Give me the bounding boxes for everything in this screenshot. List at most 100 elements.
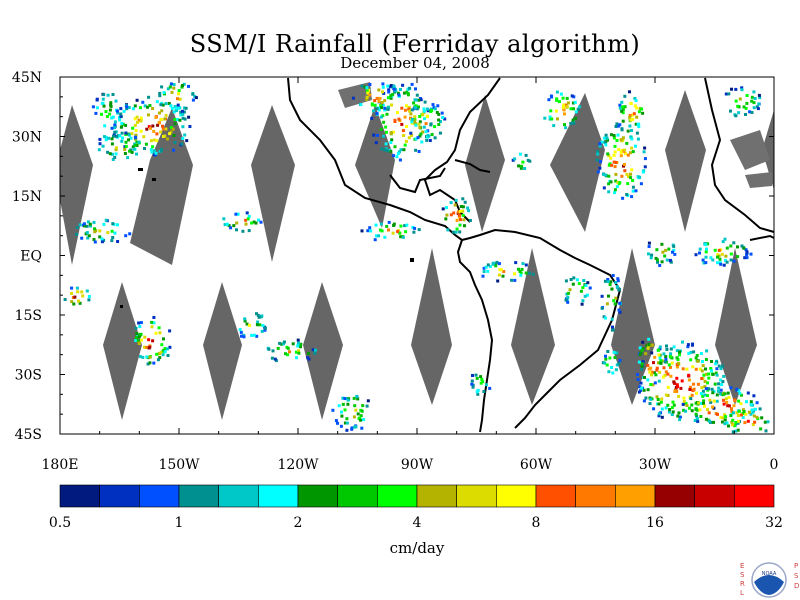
rain-pixel [643,157,647,161]
latitude-axis: 45N 30N 15N EQ 15S 30S 45S [12,70,774,443]
rain-pixel [726,391,730,395]
rain-pixel [482,390,486,393]
rain-pixel [362,418,366,422]
rain-pixel [672,248,676,252]
rain-pixel [638,353,642,356]
rain-pixel [609,156,613,160]
rain-pixel [374,234,378,238]
rain-pixel [339,424,343,428]
rain-pixel [110,126,114,130]
rain-pixel [385,224,389,228]
rain-pixel [759,427,763,431]
rain-pixel [374,223,378,227]
rain-pixel [623,169,627,173]
rain-pixel [697,401,701,405]
rain-pixel [687,378,691,382]
rain-pixel [155,352,159,356]
rain-pixel [120,121,124,125]
rain-pixel [134,129,138,132]
rain-pixel [619,154,623,158]
rain-pixel [98,229,102,233]
rain-pixel [392,154,396,158]
rain-pixel [519,271,523,275]
rain-pixel [345,417,349,421]
rain-pixel [702,401,705,405]
rain-pixel [164,127,168,131]
rain-pixel [151,124,155,128]
rain-pixel [753,97,757,100]
rain-pixel [649,383,653,386]
rain-pixel [658,370,662,374]
rain-pixel [685,367,689,371]
rain-pixel [657,379,661,383]
rain-pixel [612,299,616,303]
rain-pixel [124,131,128,135]
rain-pixel [350,427,354,431]
rain-pixel [603,361,607,365]
rain-pixel [640,107,644,111]
rain-pixel [137,118,141,122]
rain-pixel [675,376,679,380]
rain-pixel [740,244,744,248]
rain-pixel [637,390,641,394]
rain-pixel [612,134,616,137]
rain-pixel [394,89,398,93]
rain-pixel [173,118,177,121]
rain-pixel [602,186,606,190]
rain-pixel [731,430,735,434]
rain-pixel [413,106,417,110]
rain-pixel [114,148,118,152]
rain-pixel [110,239,114,243]
rain-pixel [307,357,311,361]
rain-pixel [690,393,694,397]
rain-pixel [191,92,195,96]
colorbar-unit: cm/day [390,539,445,557]
rain-pixel [135,115,139,119]
rain-pixel [163,347,167,350]
rain-pixel [152,361,156,365]
rain-pixel [600,306,604,310]
rain-pixel [458,215,461,219]
rain-pixel [558,100,561,104]
rain-pixel [629,135,633,139]
rain-pixel [647,245,651,248]
rain-pixel [757,102,761,106]
rain-pixel [688,385,692,389]
rain-pixel [116,240,120,243]
rain-pixel [125,107,129,111]
rain-pixel [414,123,418,127]
rain-pixel [748,110,752,114]
rain-pixel [692,350,696,354]
rain-pixel [600,140,604,144]
rain-pixel [695,417,699,421]
rain-pixel [484,383,488,387]
rain-pixel [137,341,141,345]
swath [762,110,774,190]
rain-pixel [449,213,453,217]
rain-pixel [384,142,388,146]
rain-pixel [730,87,733,91]
rain-pixel [252,220,256,224]
rain-pixel [518,269,522,273]
rain-pixel [101,144,105,148]
rain-pixel [368,93,372,97]
rain-pixel [708,398,712,402]
rain-pixel [638,175,642,179]
rain-pixel [628,113,632,117]
rain-pixel [706,408,710,412]
rain-pixel [615,139,619,142]
rain-pixel [701,364,705,368]
rain-pixel [95,98,99,102]
rain-pixel [431,103,435,107]
rain-pixel [436,104,440,108]
rain-pixel [617,288,621,292]
rain-pixel [419,132,423,136]
rain-pixel [441,207,445,211]
rain-pixel [361,404,365,408]
rain-pixel [664,406,668,410]
rain-pixel [470,379,474,383]
rain-pixel [572,121,576,125]
rain-pixel [157,352,161,356]
rain-pixel [130,150,134,154]
rain-pixel [435,111,439,114]
